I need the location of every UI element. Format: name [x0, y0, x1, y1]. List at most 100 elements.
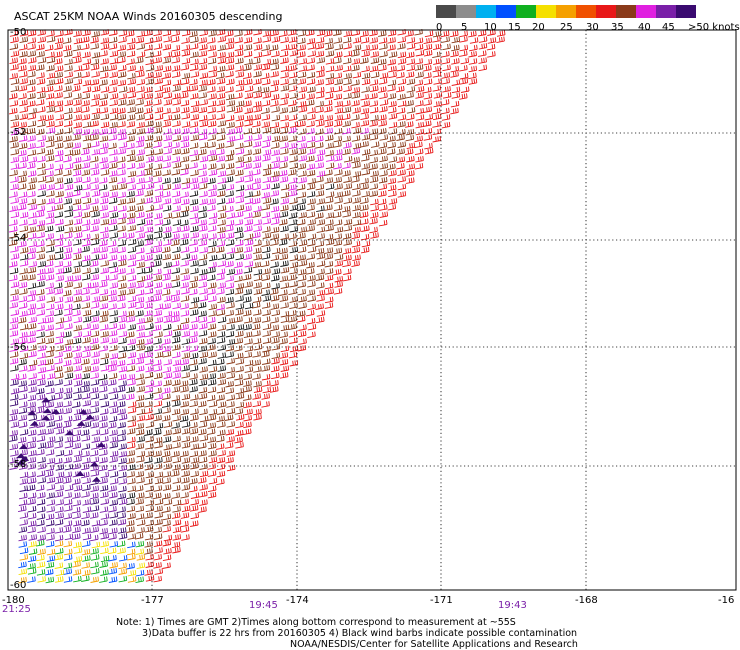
wind-barb: [361, 100, 370, 107]
wind-barb: [127, 302, 137, 309]
wind-barb: [171, 336, 181, 344]
wind-barb: [10, 246, 19, 253]
wind-barb: [432, 107, 441, 115]
wind-barb: [108, 533, 117, 540]
wind-barb: [135, 296, 145, 304]
wind-barb: [90, 78, 100, 86]
wind-barb: [388, 107, 397, 114]
wind-barb: [127, 282, 136, 289]
wind-barb: [198, 212, 207, 219]
wind-barb: [343, 197, 353, 205]
wind-barb: [54, 43, 63, 50]
wind-barb: [289, 204, 299, 212]
wind-barb: [253, 239, 262, 247]
wind-barb: [63, 135, 72, 142]
wind-barb: [369, 79, 379, 86]
wind-barb: [90, 281, 99, 289]
wind-barb: [72, 401, 81, 408]
wind-barb: [145, 380, 155, 387]
wind-barb: [36, 337, 46, 345]
wind-barb: [172, 134, 182, 142]
wind-barb: [134, 533, 144, 540]
wind-barb: [28, 212, 37, 219]
wind-barb: [243, 317, 253, 324]
wind-barb: [270, 379, 279, 387]
wind-barb: [226, 135, 236, 143]
wind-barb: [243, 72, 252, 80]
wind-barb: [198, 170, 207, 178]
legend-label: 35: [611, 22, 624, 33]
wind-barb: [82, 399, 92, 407]
wind-barb: [181, 148, 190, 155]
wind-barb: [388, 100, 397, 108]
wind-barb: [153, 400, 163, 408]
wind-barb: [90, 58, 100, 66]
wind-barb: [55, 428, 65, 435]
wind-barb: [64, 449, 73, 457]
wind-barb: [109, 561, 118, 569]
wind-barb: [217, 219, 226, 227]
wind-barb: [243, 44, 253, 51]
wind-barb: [280, 72, 289, 79]
lat-label-56: -56: [10, 342, 26, 353]
wind-barb: [190, 462, 199, 470]
wind-barb: [64, 219, 74, 227]
wind-barb: [261, 183, 271, 191]
wind-barb: [37, 534, 46, 541]
wind-barb: [208, 400, 218, 408]
wind-barb: [98, 184, 108, 191]
wind-barb: [44, 358, 54, 366]
wind-barb: [109, 79, 118, 86]
wind-barb: [117, 492, 127, 500]
wind-barb: [244, 281, 253, 288]
wind-barb: [108, 387, 118, 394]
wind-barb: [36, 78, 46, 85]
wind-barb: [199, 246, 208, 254]
wind-barb: [297, 232, 306, 240]
wind-barb: [235, 429, 244, 437]
wind-barb: [333, 85, 343, 93]
wind-barb: [289, 148, 298, 156]
wind-barb: [19, 554, 29, 561]
wind-barb: [116, 540, 126, 548]
wind-barb: [217, 365, 227, 372]
wind-barb: [333, 155, 343, 162]
wind-barb: [19, 385, 28, 393]
wind-barb: [91, 190, 101, 197]
wind-barb: [208, 51, 217, 58]
wind-barb: [153, 260, 162, 267]
wind-barb: [172, 120, 181, 128]
wind-barb: [369, 163, 378, 170]
wind-barb: [405, 128, 415, 136]
wind-barb: [208, 212, 218, 219]
wind-barb: [190, 93, 199, 100]
wind-barb: [396, 72, 405, 79]
wind-barb: [145, 72, 154, 79]
wind-barb: [154, 219, 164, 226]
wind-barb: [91, 71, 100, 78]
wind-barb: [145, 471, 155, 479]
wind-barb: [46, 51, 55, 59]
wind-barb: [162, 492, 171, 500]
wind-barb: [244, 366, 254, 373]
wind-barb: [108, 485, 117, 492]
wind-barb: [37, 106, 46, 113]
wind-barb: [99, 527, 108, 535]
wind-barb: [99, 316, 108, 323]
wind-barb: [81, 519, 90, 527]
lat-label-50: -50: [10, 27, 26, 38]
wind-barb: [206, 394, 216, 402]
wind-barb: [136, 527, 145, 534]
wind-barb: [459, 50, 468, 57]
wind-barb: [162, 302, 171, 310]
wind-barb: [181, 421, 191, 428]
wind-barb: [9, 351, 19, 358]
map-title: ASCAT 25KM NOAA Winds 20160305 descendin…: [14, 10, 282, 23]
wind-barb: [198, 428, 207, 436]
wind-barb: [199, 470, 209, 478]
wind-barb: [343, 218, 353, 226]
wind-barb: [108, 303, 117, 310]
wind-barb: [163, 114, 173, 122]
wind-barb: [180, 156, 190, 163]
wind-barb: [244, 345, 254, 353]
